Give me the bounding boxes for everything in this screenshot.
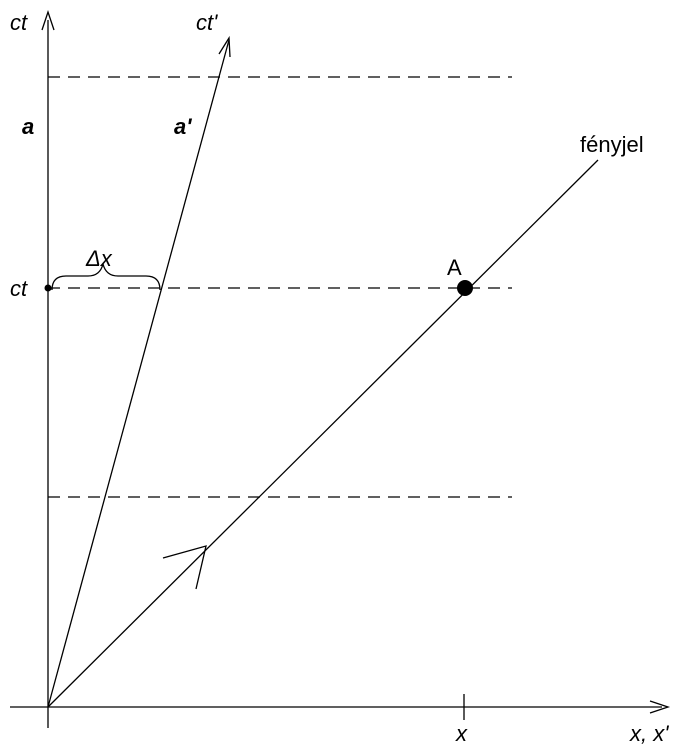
ct-mark-label: ct [10, 276, 28, 301]
ct-prime-axis [47, 39, 230, 708]
ct-prime-axis-label: ct' [196, 10, 218, 35]
x-axis-arrowhead [649, 700, 671, 714]
event-A-label: A [447, 255, 462, 280]
ct-prime-axis-arrowhead [218, 35, 231, 58]
x-axis-label: x, x' [629, 721, 669, 746]
x-mark-label: x [455, 721, 468, 746]
light-signal-arrowhead [162, 545, 207, 590]
delta-x-brace [51, 263, 161, 291]
light-signal-line [47, 159, 599, 708]
a-prime-label: a' [174, 114, 192, 139]
light-signal-label: fényjel [580, 132, 644, 157]
ct-axis-arrowhead [41, 9, 55, 31]
a-label: a [22, 114, 34, 139]
event-A-dot [457, 280, 473, 296]
delta-x-label: Δx [85, 246, 113, 271]
ct-axis-label: ct [10, 10, 28, 35]
ct-mark-dot [44, 284, 52, 292]
